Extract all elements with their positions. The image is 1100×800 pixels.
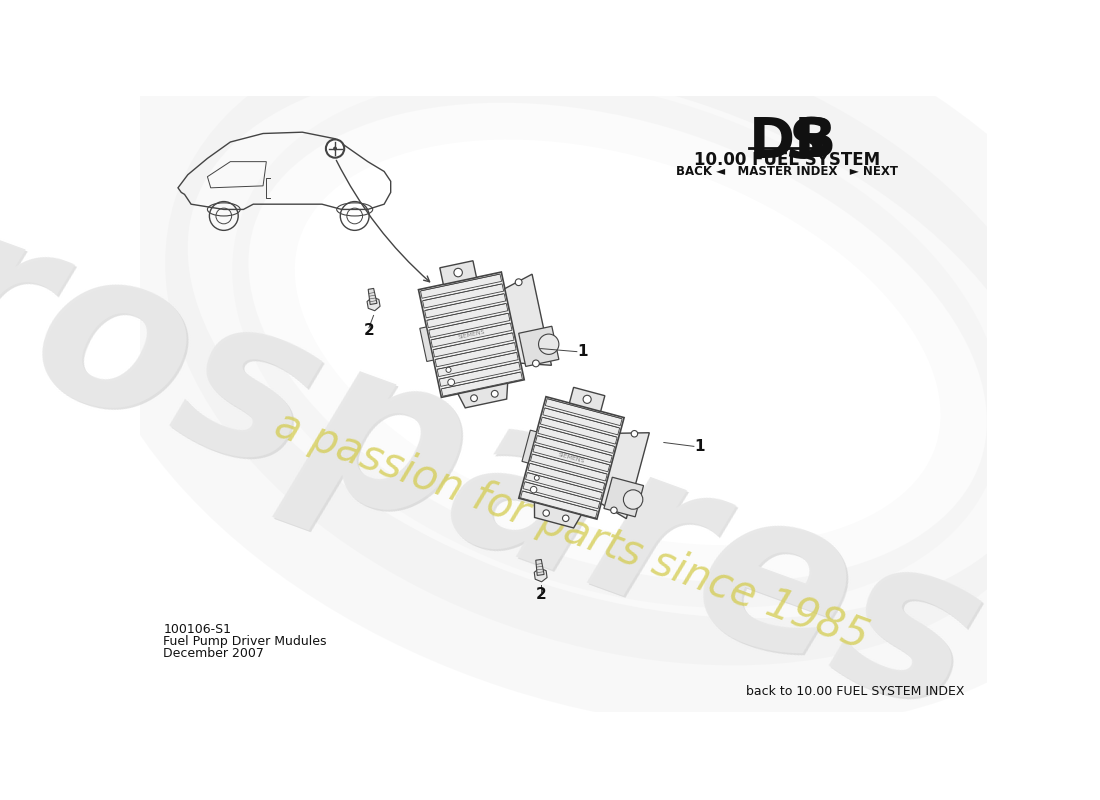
Text: SIEMENS: SIEMENS — [558, 452, 585, 464]
Polygon shape — [546, 398, 623, 426]
Polygon shape — [522, 430, 537, 463]
Circle shape — [562, 515, 569, 522]
Polygon shape — [505, 274, 551, 366]
Text: DB: DB — [749, 115, 837, 170]
Polygon shape — [519, 397, 624, 519]
Polygon shape — [433, 333, 514, 357]
Text: 1: 1 — [578, 344, 588, 359]
Text: 2: 2 — [536, 587, 546, 602]
Polygon shape — [522, 482, 600, 509]
Polygon shape — [535, 502, 581, 528]
Polygon shape — [427, 303, 508, 328]
Circle shape — [532, 360, 539, 366]
Text: 100106-S1: 100106-S1 — [163, 623, 231, 637]
Circle shape — [454, 268, 462, 277]
Polygon shape — [532, 445, 609, 472]
Circle shape — [448, 379, 454, 386]
Text: 10.00 FUEL SYSTEM: 10.00 FUEL SYSTEM — [694, 151, 880, 170]
Circle shape — [535, 475, 539, 480]
Circle shape — [492, 390, 498, 397]
Polygon shape — [570, 387, 605, 411]
Circle shape — [446, 367, 451, 373]
Polygon shape — [422, 284, 504, 308]
Polygon shape — [367, 297, 381, 310]
Text: Fuel Pump Driver Mudules: Fuel Pump Driver Mudules — [163, 635, 327, 648]
Circle shape — [530, 486, 537, 493]
Circle shape — [583, 395, 591, 403]
Polygon shape — [536, 559, 544, 575]
Polygon shape — [540, 417, 617, 444]
Polygon shape — [519, 326, 559, 366]
Polygon shape — [601, 433, 649, 518]
Polygon shape — [520, 491, 597, 518]
Polygon shape — [542, 408, 619, 435]
Text: back to 10.00 FUEL SYSTEM INDEX: back to 10.00 FUEL SYSTEM INDEX — [746, 685, 964, 698]
Circle shape — [539, 334, 559, 354]
Polygon shape — [604, 478, 644, 517]
Text: December 2007: December 2007 — [163, 646, 264, 659]
Polygon shape — [420, 274, 502, 298]
Circle shape — [631, 430, 638, 437]
Polygon shape — [420, 327, 433, 362]
Circle shape — [543, 510, 549, 516]
Polygon shape — [536, 435, 613, 462]
Polygon shape — [439, 362, 520, 386]
Polygon shape — [526, 473, 603, 499]
Polygon shape — [368, 289, 377, 305]
Polygon shape — [425, 294, 506, 318]
Circle shape — [610, 507, 617, 514]
Circle shape — [326, 139, 344, 158]
Polygon shape — [535, 568, 547, 582]
Text: BACK ◄   MASTER INDEX   ► NEXT: BACK ◄ MASTER INDEX ► NEXT — [676, 166, 898, 178]
Polygon shape — [436, 342, 516, 367]
Text: SIEMENS: SIEMENS — [458, 330, 485, 340]
Circle shape — [515, 279, 522, 286]
Polygon shape — [418, 272, 525, 398]
Polygon shape — [431, 323, 512, 347]
Circle shape — [624, 490, 642, 510]
Circle shape — [471, 395, 477, 402]
Polygon shape — [440, 261, 476, 284]
Polygon shape — [429, 314, 510, 338]
Polygon shape — [458, 383, 508, 408]
Text: 2: 2 — [364, 322, 374, 338]
Text: eurospares: eurospares — [0, 78, 1006, 760]
Polygon shape — [528, 463, 605, 490]
Text: a passion for parts since 1985: a passion for parts since 1985 — [268, 404, 874, 658]
Circle shape — [333, 146, 337, 150]
Text: eurospares: eurospares — [0, 81, 1009, 762]
Polygon shape — [437, 352, 518, 377]
Text: 1: 1 — [695, 439, 705, 454]
Polygon shape — [538, 426, 615, 454]
Text: S: S — [788, 115, 827, 170]
Polygon shape — [530, 454, 607, 481]
Polygon shape — [441, 372, 522, 396]
